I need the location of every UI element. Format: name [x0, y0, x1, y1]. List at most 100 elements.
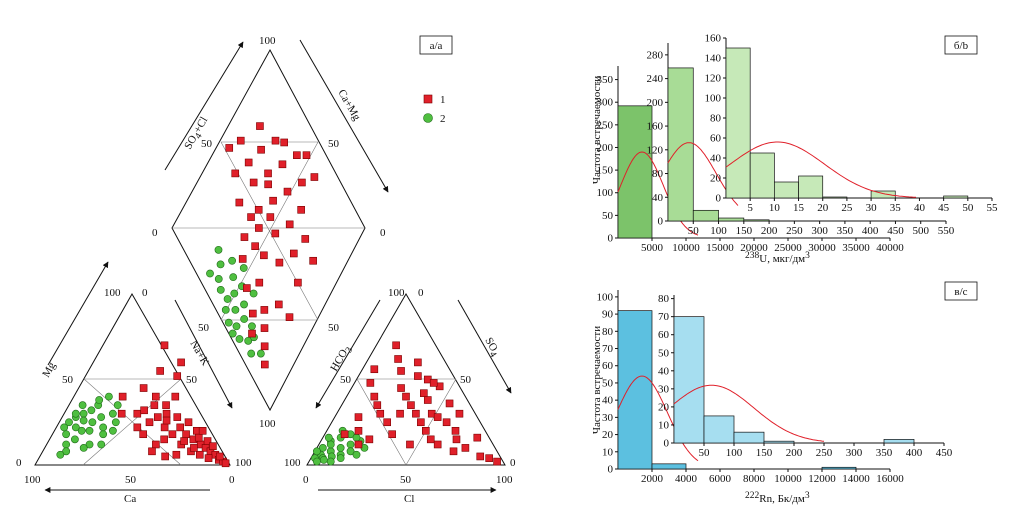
cation-point-group1 — [117, 409, 126, 418]
diamond-point-group1 — [271, 229, 280, 238]
cation-point-group1 — [133, 423, 142, 432]
cation-point-group2 — [78, 401, 87, 410]
radon-xlabel: 222Rn, Бк/дм3 — [745, 491, 810, 505]
u-outer-xtick-label: 30000 — [808, 242, 836, 254]
r-outer-ytick-label: 50 — [602, 377, 614, 389]
diamond-point-group1 — [302, 151, 311, 159]
anion-point-group1 — [426, 435, 435, 444]
cation-point-group1 — [162, 409, 171, 418]
cation-point-group2 — [99, 423, 108, 432]
anion-point-group2 — [319, 455, 328, 464]
r-inner-xtick-label: 450 — [936, 447, 953, 459]
u-inner-bar — [798, 175, 824, 199]
u-outer-ytick-label: 200 — [597, 142, 614, 154]
cation-points — [56, 341, 230, 468]
diamond-point-group2 — [221, 305, 230, 314]
u-outer-ytick-label: 50 — [602, 210, 614, 222]
r-inner-fit-curve — [673, 384, 825, 442]
r-inner-bar — [763, 440, 795, 444]
cation-point-group1 — [139, 384, 148, 392]
u-middle-ytick-label: 120 — [647, 144, 664, 156]
anion-point-group1 — [473, 433, 482, 442]
u-outer-ytick-label: 250 — [597, 119, 614, 131]
cation-point-group1 — [209, 442, 217, 450]
diamond-point-group1 — [251, 242, 259, 250]
anion-point-group2 — [318, 443, 327, 452]
hco3-axis-arrow — [315, 299, 381, 409]
diamond-point-group1 — [271, 136, 280, 145]
u-inner-xtick-label: 25 — [841, 202, 853, 214]
cation-point-group2 — [97, 440, 106, 449]
cation-point-group1 — [156, 367, 164, 375]
r-outer-xtick-label: 14000 — [842, 473, 870, 485]
r-inner-xtick-label: 200 — [786, 447, 803, 459]
u-middle-xtick-label: 450 — [887, 225, 904, 237]
cation-point-group1 — [180, 437, 188, 445]
anion-point-group1 — [394, 355, 402, 363]
anion-point-group1 — [373, 401, 382, 409]
cation-point-group1 — [133, 409, 142, 418]
anion-point-group1 — [388, 430, 396, 439]
diamond-point-group2 — [249, 289, 258, 298]
cation-point-group2 — [113, 401, 122, 410]
cation-point-group1 — [160, 435, 168, 444]
anion-point-group1 — [354, 440, 363, 449]
u-middle-xtick-label: 250 — [786, 225, 803, 237]
anion-tick-base-50: 50 — [400, 474, 412, 486]
cation-point-group1 — [162, 416, 171, 425]
anion-point-group1 — [397, 367, 405, 375]
legend: 1 2 — [423, 94, 446, 125]
r-outer-xtick-label: 4000 — [675, 473, 698, 485]
cation-point-group2 — [79, 416, 88, 425]
panel-c-label-box — [944, 281, 978, 301]
cation-point-group1 — [145, 418, 154, 427]
cation-point-group1 — [148, 447, 156, 456]
cation-point-group1 — [198, 426, 207, 435]
cation-point-group1 — [195, 450, 204, 459]
anion-point-group1 — [452, 435, 461, 444]
u-outer-xtick-label: 25000 — [774, 242, 802, 254]
u-inner-xtick-label: 15 — [793, 202, 805, 214]
cation-point-group2 — [62, 440, 71, 449]
anion-triangle: HCO3 SO4 Cl 100 0 50 50 100 0 0 50 100 — [284, 287, 516, 505]
diamond-point-group1 — [231, 169, 240, 178]
diamond-point-group1 — [310, 173, 319, 181]
anion-point-group1 — [414, 372, 422, 380]
anion-tick-top: 100 — [388, 287, 405, 299]
diamond-point-group1 — [278, 160, 287, 169]
diamond-tick-lower-left: 50 — [198, 322, 210, 334]
r-outer-ytick-label: 0 — [608, 464, 614, 476]
r-inner-ytick-label: 70 — [658, 311, 670, 323]
anion-point-group1 — [376, 409, 385, 418]
cation-point-group1 — [173, 372, 182, 380]
cation-point-group1 — [184, 418, 193, 427]
cation-point-group1 — [203, 437, 212, 445]
anion-point-group1 — [445, 399, 454, 408]
cation-point-group2 — [87, 406, 96, 415]
cation-point-group1 — [139, 430, 147, 439]
r-outer-xtick-label: 8000 — [743, 473, 766, 485]
cation-point-group1 — [177, 358, 185, 367]
u-middle-ytick-label: 240 — [647, 73, 664, 85]
cation-point-group1 — [173, 413, 182, 421]
anion-point-group2 — [324, 433, 333, 442]
diamond-point-group2 — [247, 349, 256, 358]
anion-point-group1 — [397, 384, 405, 392]
u-inner-bar — [822, 196, 848, 199]
anion-point-group1 — [340, 430, 349, 439]
diamond-point-group2 — [216, 260, 225, 269]
cation-point-group1 — [118, 392, 127, 401]
panel-b-label-box — [944, 35, 978, 55]
panel-c-label: в/с — [954, 286, 967, 298]
r-outer-xtick-label: 2000 — [641, 473, 664, 485]
diamond-point-group1 — [280, 138, 289, 147]
cation-point-group1 — [152, 392, 160, 401]
u-inner-fit-curve — [725, 141, 917, 198]
diamond-point-group1 — [249, 309, 257, 318]
diamond-point-group1 — [240, 233, 249, 241]
r-outer-xtick-label: 16000 — [876, 473, 904, 485]
diamond-tick-left: 0 — [152, 227, 158, 239]
cation-triangle-grid — [82, 378, 182, 466]
diamond-point-group1 — [301, 235, 310, 243]
anion-point-group1 — [407, 401, 415, 409]
